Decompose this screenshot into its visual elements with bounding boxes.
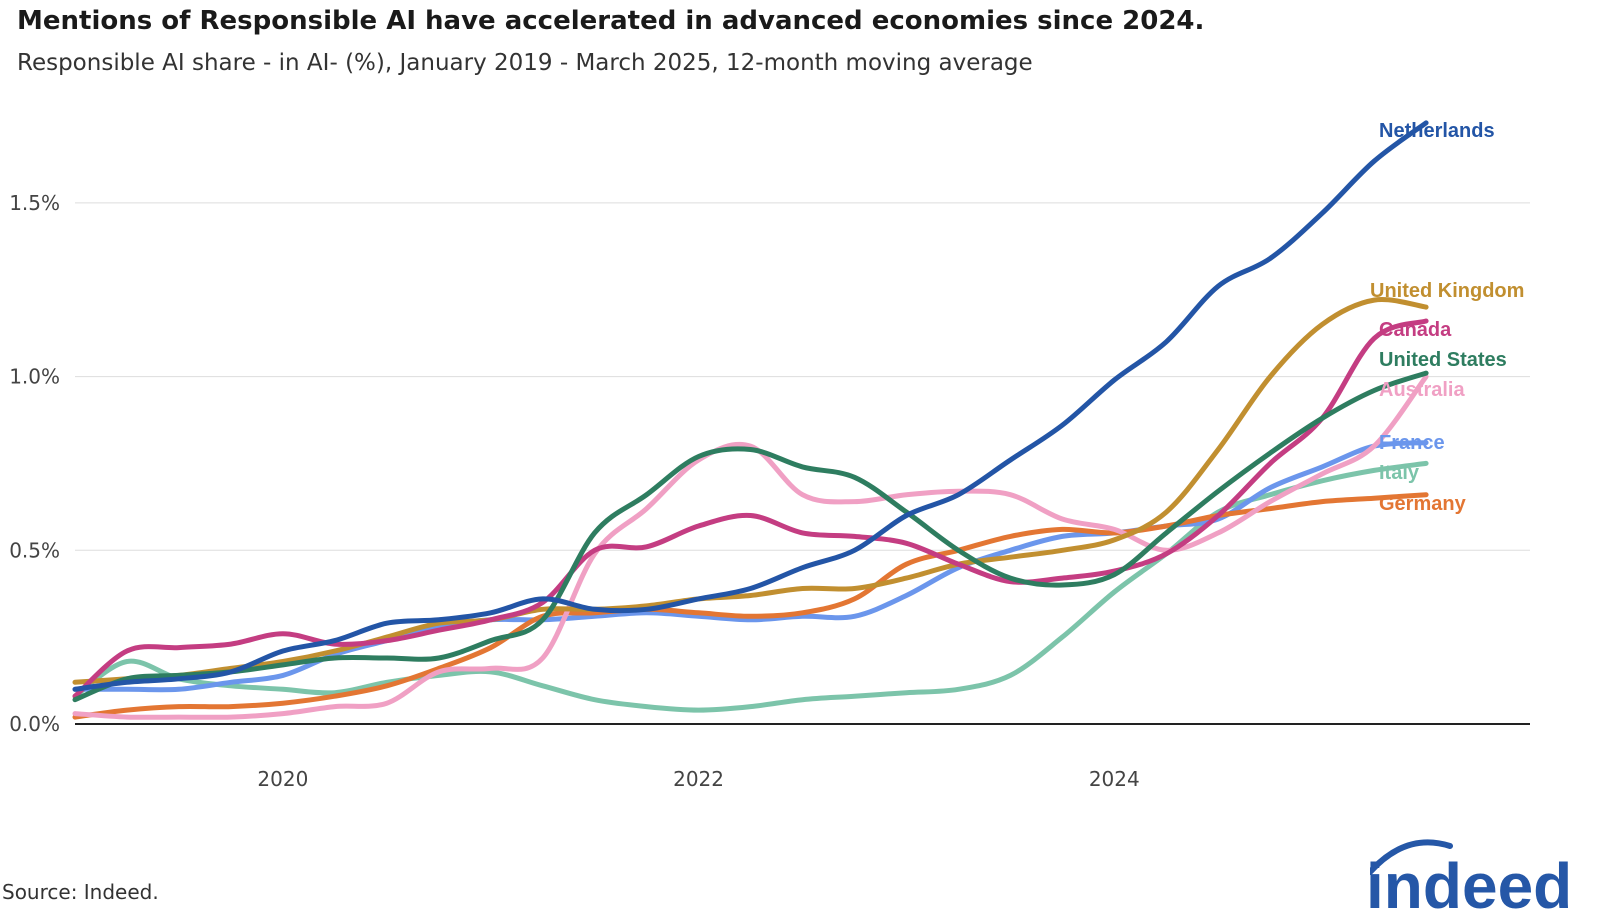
series-line-france [72, 440, 1429, 693]
x-tick-label: 2020 [257, 767, 308, 791]
x-tick-label: 2024 [1089, 767, 1140, 791]
x-tick-label: 2022 [673, 767, 724, 791]
series-line-germany [72, 492, 1429, 720]
indeed-logo: indeed [1370, 839, 1572, 914]
series-label-netherlands: Netherlands [1379, 120, 1495, 142]
grid-lines [75, 202, 1530, 725]
series-line-united-kingdom [72, 297, 1429, 685]
x-axis-ticks: 2020 2022 2024 [257, 767, 1139, 791]
y-tick-label: 0.0% [9, 712, 60, 736]
series-label-germany: Germany [1379, 493, 1467, 515]
series-label-italy: Italy [1379, 462, 1420, 484]
y-tick-label: 1.0% [9, 365, 60, 389]
series-label-australia: Australia [1379, 379, 1465, 401]
chart-title: Mentions of Responsible AI have accelera… [17, 6, 1205, 36]
series-line-australia [72, 374, 1429, 720]
series-line-netherlands [72, 120, 1429, 692]
series-label-united-states: United States [1379, 349, 1507, 371]
series-label-canada: Canada [1379, 319, 1452, 341]
indeed-logo-text: indeed [1370, 850, 1572, 914]
source-note: Source: Indeed. [2, 880, 159, 904]
series-line-canada [72, 318, 1429, 699]
series-line-united-states [72, 370, 1429, 703]
series-lines [72, 120, 1429, 720]
series-label-france: France [1379, 432, 1445, 454]
y-axis-ticks: 0.0% 0.5% 1.0% 1.5% [9, 191, 60, 736]
series-labels: Netherlands United Kingdom Canada United St… [1370, 120, 1524, 515]
series-label-united-kingdom: United Kingdom [1370, 280, 1524, 302]
y-tick-label: 1.5% [9, 191, 60, 215]
indeed-logo-arc [1370, 839, 1453, 875]
chart-subtitle: Responsible AI share - in AI- (%), Janua… [17, 50, 1033, 76]
y-tick-label: 0.5% [9, 538, 60, 562]
